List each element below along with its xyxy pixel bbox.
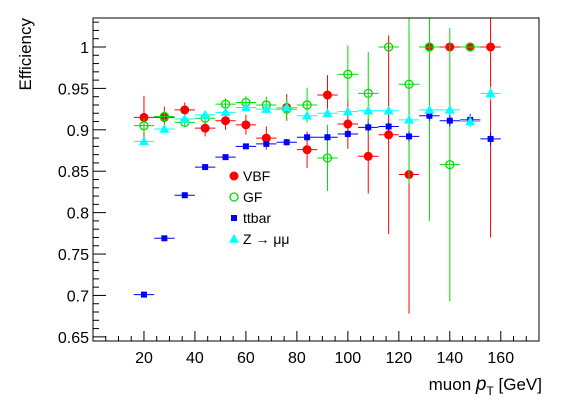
legend-label: Z → μμ: [243, 231, 289, 247]
data-point: [343, 69, 353, 79]
data-point: [283, 139, 290, 146]
data-point: [487, 135, 494, 142]
data-point: [200, 109, 211, 119]
x-tick-label: 40: [186, 350, 204, 367]
x-tick-label: 20: [135, 350, 153, 367]
legend: VBF GF ttbar Z → μμ: [229, 168, 289, 247]
data-point: [220, 107, 231, 117]
data-point: [342, 106, 353, 116]
data-point: [445, 159, 455, 170]
y-tick-label: 0.75: [58, 247, 89, 264]
data-point: [424, 104, 435, 114]
data-point: [465, 42, 475, 52]
data-point: [202, 164, 209, 171]
y-tick-label: 0.7: [67, 288, 89, 305]
x-axis-title-sub: T: [486, 384, 494, 398]
data-point: [322, 108, 333, 117]
y-tick-label: 1: [80, 40, 89, 57]
x-tick-label: 140: [436, 350, 463, 367]
series-ttbar: [133, 110, 501, 298]
data-point: [263, 140, 270, 147]
data-point: [161, 235, 168, 242]
x-tick-label: 160: [487, 350, 514, 367]
data-point: [465, 116, 476, 126]
data-point: [363, 105, 374, 115]
data-point: [485, 88, 496, 98]
y-axis-title: Efficiency: [16, 18, 35, 91]
y-tick-label: 0.85: [58, 164, 89, 181]
data-point: [281, 102, 292, 112]
data-point: [384, 130, 394, 140]
data-point: [302, 110, 313, 120]
data-point: [322, 90, 332, 100]
data-point: [302, 100, 312, 110]
legend-marker: [229, 171, 239, 181]
data-point: [242, 143, 249, 150]
data-point: [304, 134, 311, 141]
legend-marker: [229, 192, 239, 202]
data-point: [159, 111, 170, 122]
x-axis-title: muon pT [GeV]: [429, 374, 542, 398]
x-tick-label: 100: [335, 350, 362, 367]
data-point: [138, 136, 149, 146]
data-marks: [133, 18, 501, 314]
series-z-: [133, 86, 501, 146]
data-point: [181, 192, 188, 199]
data-point: [222, 154, 229, 161]
data-point: [385, 123, 392, 130]
data-point: [221, 116, 231, 126]
data-point: [383, 105, 394, 115]
legend-marker: [231, 215, 237, 221]
legend-label: GF: [243, 189, 262, 205]
data-point: [424, 42, 435, 52]
data-point: [240, 102, 251, 112]
x-tick-label: 120: [385, 350, 412, 367]
data-point: [404, 114, 415, 124]
y-tick-label: 0.9: [67, 123, 89, 140]
axes: 20 40 60 80 100 120 140 160 0.65 0.7 0.75 0.8 0.85 0.…: [58, 21, 527, 367]
legend-label: ttbar: [243, 210, 271, 226]
data-point: [241, 120, 251, 130]
x-tick-label: 60: [237, 350, 255, 367]
data-point: [139, 121, 149, 131]
data-point: [179, 114, 190, 123]
x-tick-label: 80: [288, 350, 306, 367]
legend-marker: [229, 234, 239, 243]
data-point: [383, 42, 394, 52]
x-axis-title-main: muon: [429, 375, 476, 394]
data-point: [446, 117, 453, 124]
y-tick-label: 0.8: [67, 206, 89, 223]
y-tick-label: 0.95: [58, 81, 89, 98]
data-point: [159, 123, 170, 133]
data-point: [200, 123, 210, 133]
data-point: [363, 151, 373, 161]
data-point: [343, 119, 353, 129]
data-point: [322, 153, 333, 163]
data-point: [404, 79, 414, 89]
x-axis-title-unit: [GeV]: [494, 375, 542, 394]
data-point: [140, 291, 147, 298]
x-axis-title-p: p: [475, 374, 487, 395]
data-point: [344, 130, 351, 137]
data-point: [486, 42, 496, 52]
data-point: [261, 104, 272, 113]
data-point: [302, 145, 312, 155]
series-gf: [133, 18, 481, 302]
data-point: [406, 133, 413, 140]
data-point: [180, 105, 190, 115]
data-point: [365, 124, 372, 131]
data-point: [363, 88, 373, 99]
y-tick-label: 0.65: [58, 330, 89, 347]
data-point: [324, 134, 331, 141]
data-point: [426, 112, 433, 119]
data-point: [444, 104, 455, 114]
legend-label: VBF: [243, 168, 270, 184]
